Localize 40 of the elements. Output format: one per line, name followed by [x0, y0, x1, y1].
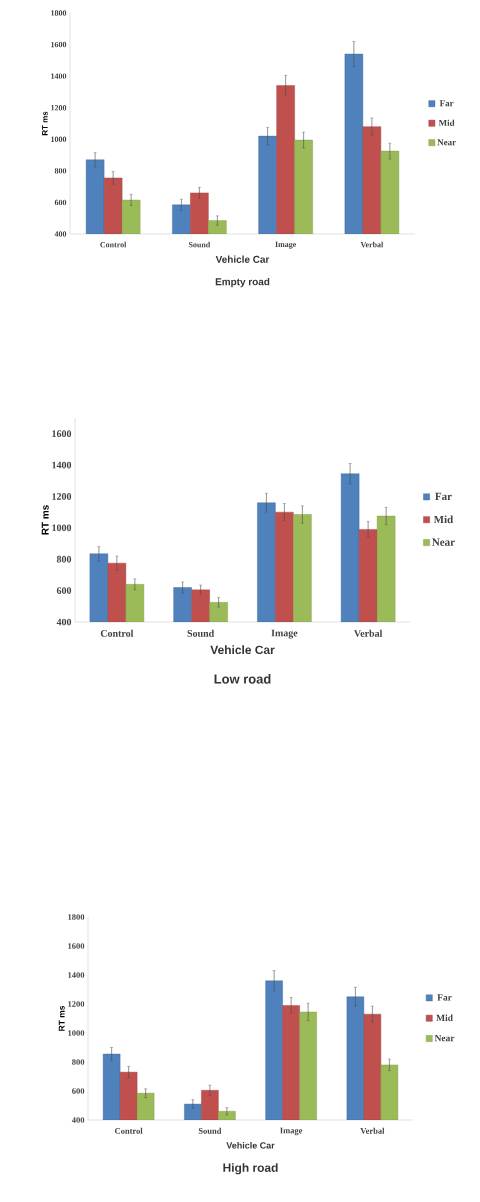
legend-label: Mid — [433, 515, 454, 524]
x-tick-label: Control — [100, 629, 134, 637]
legend-label: Mid — [436, 1014, 453, 1022]
y-axis-title: RT ms — [58, 1005, 65, 1031]
y-tick-label: 400 — [71, 1117, 85, 1123]
x-tick-label: Sound — [198, 1127, 222, 1134]
legend-label: Near — [434, 1034, 455, 1042]
legend-label: Near — [437, 139, 456, 146]
text: Low road — [214, 674, 271, 684]
x-axis-title: Vehicle Car — [226, 1142, 275, 1149]
x-tick-label: Image — [271, 629, 298, 639]
y-tick-label: 1200 — [52, 493, 72, 500]
y-tick-label: 600 — [56, 587, 72, 594]
y-tick-label: 1600 — [68, 943, 85, 949]
text: High road — [223, 1163, 278, 1175]
y-tick-label: 400 — [56, 618, 72, 626]
y-tick-label: 1400 — [68, 972, 85, 978]
legend-label: Far — [439, 100, 454, 107]
x-tick-label: Control — [115, 1127, 143, 1134]
y-tick-label: 1000 — [52, 524, 72, 532]
y-tick-label: 1000 — [68, 1030, 85, 1036]
x-tick-label: Sound — [187, 629, 215, 637]
x-axis-title: Vehicle Car — [210, 645, 275, 655]
y-tick-label: 1600 — [52, 430, 72, 438]
y-tick-label: 1400 — [52, 461, 72, 469]
y-tick-label: 600 — [72, 1088, 85, 1094]
legend-label: Near — [432, 538, 455, 546]
y-tick-label: 800 — [56, 555, 72, 563]
y-tick-label: 1200 — [68, 1001, 85, 1007]
text: Empty road — [215, 277, 270, 288]
x-tick-label: Image — [280, 1127, 303, 1136]
x-tick-label: Verbal — [360, 1127, 385, 1134]
legend-label: Far — [435, 492, 452, 501]
y-tick-label: 1800 — [68, 914, 85, 920]
y-tick-label: 800 — [72, 1059, 85, 1065]
x-tick-label: Verbal — [354, 629, 383, 637]
legend-label: Far — [437, 994, 452, 1001]
x-axis-title: Vehicle Car — [215, 255, 270, 263]
y-axis-title: RT ms — [41, 505, 49, 535]
legend-label: Mid — [438, 119, 455, 126]
